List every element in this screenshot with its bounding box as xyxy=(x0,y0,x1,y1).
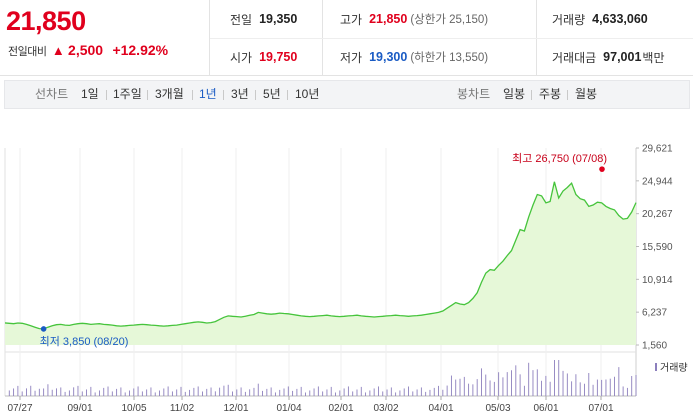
period-3year[interactable]: 3년 xyxy=(231,87,249,101)
y-tick-label: 1,560 xyxy=(642,341,667,352)
volume-legend: 거래량 xyxy=(660,362,688,374)
y-tick-label: 6,237 xyxy=(642,308,667,319)
divider xyxy=(192,90,193,100)
divider xyxy=(106,90,107,100)
volume-legend-swatch xyxy=(655,363,657,371)
x-tick-label: 06/01 xyxy=(533,403,558,414)
divider xyxy=(223,90,224,100)
price-line xyxy=(4,181,637,330)
prev-close-value: 19,350 xyxy=(259,12,298,26)
y-tick-label: 24,944 xyxy=(642,176,673,187)
change-rate: +12.92% xyxy=(112,42,169,58)
divider xyxy=(287,90,288,100)
low-value: 19,300 xyxy=(369,50,408,64)
x-tick-label: 02/01 xyxy=(328,403,353,414)
x-tick-label: 11/02 xyxy=(170,403,195,414)
high-label: 고가 xyxy=(340,12,363,27)
candle-weekly[interactable]: 주봉 xyxy=(539,87,562,101)
low-label: 저가 xyxy=(340,50,363,65)
x-tick-label: 04/01 xyxy=(428,403,453,414)
x-tick-label: 12/01 xyxy=(223,403,248,414)
prev-close-label: 전일 xyxy=(230,12,253,27)
x-tick-label: 03/02 xyxy=(373,403,398,414)
period-10year[interactable]: 10년 xyxy=(295,87,320,101)
high-price: 고가 21,850 (상한가 25,150) xyxy=(340,0,488,38)
open-value: 19,750 xyxy=(259,50,298,64)
period-1year[interactable]: 1년 xyxy=(199,87,217,101)
period-1week[interactable]: 1주일 xyxy=(113,87,142,101)
price-area-fill xyxy=(5,181,636,345)
y-tick-label: 15,590 xyxy=(642,242,673,253)
lower-limit: (하한가 13,550) xyxy=(410,52,489,64)
low-annotation: 최저 3,850 (08/20) xyxy=(40,335,129,348)
divider xyxy=(255,90,256,100)
y-tick-label: 29,621 xyxy=(642,144,673,155)
period-3month[interactable]: 3개월 xyxy=(155,87,184,101)
change-value: 2,500 xyxy=(68,42,104,58)
price-chart: 29,621 24,944 20,267 15,590 10,914 6,237 1,560… xyxy=(0,118,693,420)
amount-value: 97,001 xyxy=(603,50,642,64)
change-label: 전일대비 xyxy=(8,46,47,58)
trade-amount: 거래대금 97,001 백만 xyxy=(552,38,672,76)
up-triangle-icon: ▲ xyxy=(51,43,65,58)
divider xyxy=(531,90,532,100)
change-row: 전일대비 ▲ 2,500 +12.92% xyxy=(8,42,168,59)
high-marker xyxy=(599,166,605,172)
divider xyxy=(567,90,568,100)
low-marker xyxy=(40,326,47,332)
high-value: 21,850 xyxy=(369,12,408,26)
x-tick-label: 01/04 xyxy=(276,403,301,414)
line-chart-label: 선차트 xyxy=(35,87,69,101)
high-annotation: 최고 26,750 (07/08) xyxy=(512,152,607,165)
divider xyxy=(147,90,148,100)
y-tick-label: 10,914 xyxy=(642,275,673,286)
period-5year[interactable]: 5년 xyxy=(263,87,281,101)
prev-close: 전일 19,350 xyxy=(230,0,297,38)
open-price: 시가 19,750 xyxy=(230,38,297,76)
x-tick-label: 05/03 xyxy=(485,403,510,414)
x-tick-label: 07/27 xyxy=(7,403,32,414)
upper-limit: (상한가 25,150) xyxy=(410,14,489,26)
volume-label: 거래량 xyxy=(552,12,586,27)
amount-label: 거래대금 xyxy=(552,50,597,65)
stock-summary: 21,850 전일대비 ▲ 2,500 +12.92% 전일 19,350 시가… xyxy=(0,0,693,76)
x-tick-label: 10/05 xyxy=(121,403,146,414)
volume-value: 4,633,060 xyxy=(592,12,648,26)
price-box: 21,850 전일대비 ▲ 2,500 +12.92% xyxy=(0,0,210,76)
candle-monthly[interactable]: 월봉 xyxy=(575,87,598,101)
amount-unit: 백만 xyxy=(642,50,665,65)
period-1day[interactable]: 1일 xyxy=(81,87,99,101)
candle-chart-label: 봉차트 xyxy=(457,87,491,101)
price-chart-svg: 29,621 24,944 20,267 15,590 10,914 6,237 1,560… xyxy=(4,144,688,414)
current-price: 21,850 xyxy=(6,6,86,36)
chart-period-toolbar: 선차트 1일 1주일 3개월 1년 3년 5년 10년 봉차트 일봉 주봉 월봉 xyxy=(4,80,690,109)
x-tick-label: 07/01 xyxy=(588,403,613,414)
candle-daily[interactable]: 일봉 xyxy=(503,87,526,101)
y-tick-label: 20,267 xyxy=(642,209,673,220)
low-price: 저가 19,300 (하한가 13,550) xyxy=(340,38,488,76)
divider xyxy=(210,38,693,39)
open-label: 시가 xyxy=(230,50,253,65)
volume: 거래량 4,633,060 xyxy=(552,0,648,38)
x-tick-label: 09/01 xyxy=(67,403,92,414)
